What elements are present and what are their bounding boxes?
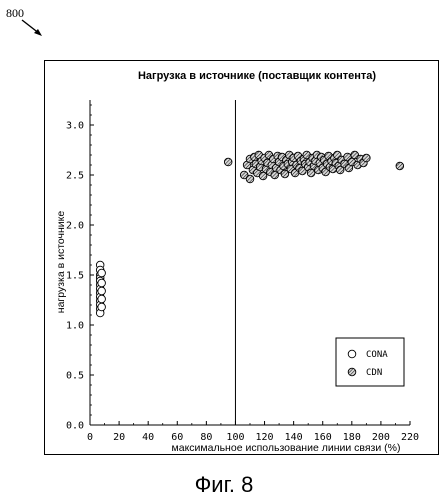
data-point-cona (98, 287, 106, 295)
x-tick-label: 20 (113, 432, 125, 443)
y-tick-label: 1.5 (66, 271, 84, 282)
figure-caption: Фиг. 8 (0, 472, 448, 498)
data-point-cona (98, 279, 106, 287)
data-point-cdn (224, 158, 232, 166)
legend-label-cona: CONA (366, 350, 388, 360)
y-tick-label: 2.0 (66, 221, 84, 232)
y-tick-label: 3.0 (66, 121, 84, 132)
y-tick-label: 1.0 (66, 321, 84, 332)
axes: 0204060801001201401601802002200.00.51.01… (55, 100, 419, 454)
data-point-cdn (307, 169, 315, 177)
data-point-cdn (259, 172, 267, 180)
legend-marker-cona (348, 350, 356, 358)
data-point-cdn (396, 162, 404, 170)
legend-marker-cdn (348, 368, 356, 376)
data-marks (96, 151, 403, 317)
x-tick-label: 220 (401, 432, 419, 443)
y-tick-label: 0.5 (66, 371, 84, 382)
y-tick-label: 0.0 (66, 421, 84, 432)
x-tick-label: 0 (87, 432, 93, 443)
x-axis-label: максимальное использование линии связи (… (172, 442, 401, 454)
legend-box (336, 338, 404, 386)
y-axis-label: нагрузка в источнике (55, 211, 67, 314)
data-point-cona (98, 269, 106, 277)
legend: CONA CDN (336, 338, 404, 386)
chart-title: Нагрузка в источнике (поставщик контента… (138, 70, 376, 82)
legend-label-cdn: CDN (366, 368, 382, 378)
data-point-cdn (246, 175, 254, 183)
data-point-cona (98, 295, 106, 303)
x-tick-label: 40 (142, 432, 154, 443)
y-tick-label: 2.5 (66, 171, 84, 182)
data-point-cdn (363, 154, 371, 162)
data-point-cona (98, 303, 106, 311)
